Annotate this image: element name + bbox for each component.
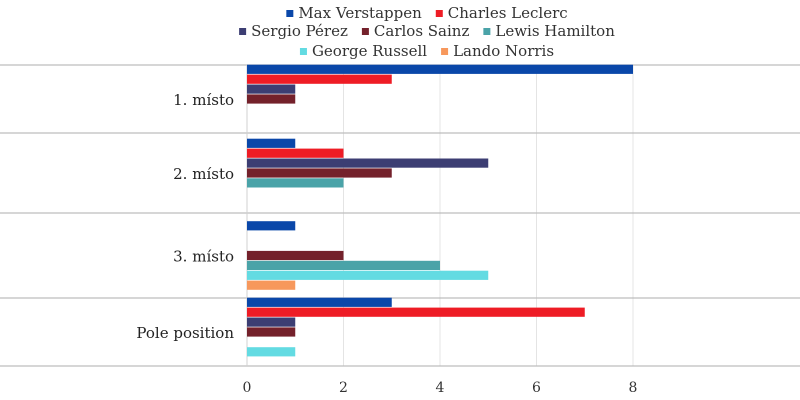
x-tick-label-6: 6 — [532, 380, 541, 396]
legend-swatch-george-russell — [299, 48, 307, 55]
bar-carlos-sainz-2-misto — [247, 168, 392, 178]
bar-george-russell-pole-position — [247, 347, 296, 357]
category-label-pole-position: Pole position — [136, 324, 234, 342]
bar-lando-norris-3-misto — [247, 280, 296, 290]
legend-label-carlos-sainz: Carlos Sainz — [374, 22, 470, 40]
legend-label-george-russell: George Russell — [312, 42, 427, 60]
bars — [247, 64, 633, 357]
legend-item-lewis-hamilton: Lewis Hamilton — [483, 22, 615, 40]
x-tick-labels: 0 2 4 6 8 — [243, 380, 638, 396]
bar-lewis-hamilton-3-misto — [247, 260, 440, 270]
bar-george-russell-3-misto — [247, 270, 489, 280]
legend-label-lando-norris: Lando Norris — [453, 42, 554, 60]
bar-carlos-sainz-3-misto — [247, 250, 344, 261]
bar-max-verstappen-1-misto — [247, 64, 633, 74]
legend-swatch-lando-norris — [441, 48, 449, 55]
x-tick-label-2: 2 — [339, 380, 348, 396]
gridlines — [343, 65, 634, 366]
legend-item-sergio-perez: Sergio Pérez — [239, 22, 348, 40]
bar-max-verstappen-2-misto — [247, 138, 296, 148]
legend-label-charles-leclerc: Charles Leclerc — [448, 4, 568, 22]
legend-item-carlos-sainz: Carlos Sainz — [361, 22, 470, 40]
legend-swatch-max-verstappen — [286, 10, 294, 17]
category-label-1-misto: 1. místo — [173, 91, 234, 109]
legend-swatch-carlos-sainz — [361, 28, 369, 35]
category-label-3-misto: 3. místo — [173, 248, 234, 266]
legend-label-max-verstappen: Max Verstappen — [298, 4, 422, 22]
legend-swatch-lewis-hamilton — [483, 28, 491, 35]
bar-charles-leclerc-pole-position — [247, 307, 585, 317]
bar-carlos-sainz-1-misto — [247, 94, 296, 104]
category-labels: 1. místo 2. místo 3. místo Pole position — [136, 91, 234, 342]
bar-lewis-hamilton-2-misto — [247, 178, 344, 188]
x-tick-label-0: 0 — [243, 380, 252, 396]
legend-item-lando-norris: Lando Norris — [441, 42, 554, 60]
legend-item-max-verstappen: Max Verstappen — [286, 4, 422, 22]
category-label-2-misto: 2. místo — [173, 165, 234, 183]
x-tick-label-8: 8 — [629, 380, 638, 396]
legend-swatch-charles-leclerc — [435, 10, 443, 17]
legend-label-lewis-hamilton: Lewis Hamilton — [495, 22, 615, 40]
bar-charles-leclerc-2-misto — [247, 148, 344, 158]
bar-sergio-perez-pole-position — [247, 317, 296, 327]
bar-sergio-perez-2-misto — [247, 158, 489, 168]
bar-max-verstappen-3-misto — [247, 221, 296, 231]
legend-label-sergio-perez: Sergio Pérez — [251, 22, 348, 40]
bar-carlos-sainz-pole-position — [247, 327, 296, 337]
legend-item-george-russell: George Russell — [299, 42, 427, 60]
legend-swatch-sergio-perez — [239, 28, 247, 35]
x-tick-label-4: 4 — [436, 380, 445, 396]
bar-charles-leclerc-1-misto — [247, 74, 392, 84]
bar-max-verstappen-pole-position — [247, 297, 392, 307]
bar-sergio-perez-1-misto — [247, 84, 296, 94]
legend-item-charles-leclerc: Charles Leclerc — [435, 4, 568, 22]
legend: Max Verstappen Charles Leclerc Sergio Pére… — [239, 4, 615, 60]
category-separators — [0, 64, 800, 367]
